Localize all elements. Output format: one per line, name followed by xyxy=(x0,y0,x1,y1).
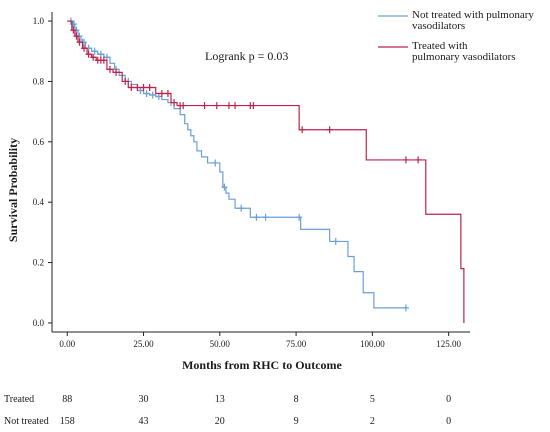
censor-mark xyxy=(250,102,257,110)
risk-count: 20 xyxy=(215,416,225,427)
censor-mark xyxy=(262,213,269,221)
censor-mark xyxy=(76,38,83,46)
censor-mark xyxy=(143,90,150,98)
censor-mark xyxy=(134,83,141,91)
risk-count: 43 xyxy=(139,416,149,427)
censor-mark xyxy=(73,32,80,40)
censor-mark xyxy=(103,53,110,61)
risk-count: 2 xyxy=(370,416,375,427)
censor-mark xyxy=(225,102,232,110)
x-tick-label: 25.00 xyxy=(133,339,154,349)
censor-mark xyxy=(149,91,156,99)
censor-mark xyxy=(171,99,178,107)
censor-mark xyxy=(212,159,219,167)
risk-row-label: Treated xyxy=(4,394,34,405)
censor-mark xyxy=(299,126,306,134)
risk-count: 9 xyxy=(294,416,299,427)
censor-mark xyxy=(221,183,228,191)
censor-mark xyxy=(70,26,77,34)
risk-count: 88 xyxy=(62,394,72,405)
censor-mark xyxy=(155,93,162,101)
legend-label: Treated with xyxy=(412,40,468,52)
censor-mark xyxy=(180,102,187,110)
y-tick-label: 0.4 xyxy=(33,197,45,207)
censor-mark xyxy=(253,213,260,221)
censor-mark xyxy=(415,156,422,164)
censor-mark xyxy=(158,90,165,98)
logrank-annotation: Logrank p = 0.03 xyxy=(205,49,288,63)
censor-mark xyxy=(140,83,147,91)
series-treated xyxy=(67,20,465,323)
risk-row-label: Not treated xyxy=(4,416,49,427)
censor-mark xyxy=(106,65,113,73)
censor-mark xyxy=(91,47,98,55)
censor-mark xyxy=(113,68,120,76)
risk-count: 30 xyxy=(139,394,149,405)
series-not-treated xyxy=(67,17,409,312)
censor-mark xyxy=(326,126,333,134)
censor-mark xyxy=(146,83,153,91)
censor-mark xyxy=(100,56,107,64)
y-tick-label: 0.6 xyxy=(33,137,45,147)
x-tick-label: 100.00 xyxy=(360,339,385,349)
risk-count: 5 xyxy=(370,394,375,405)
legend-label: Not treated with pulmonary xyxy=(412,9,534,21)
y-tick-label: 1.0 xyxy=(33,16,45,26)
survival-curve xyxy=(67,20,465,323)
censor-mark xyxy=(201,102,208,110)
censor-mark xyxy=(128,83,135,91)
censor-mark xyxy=(81,44,88,52)
censor-mark xyxy=(97,50,104,58)
censor-mark xyxy=(213,102,220,110)
chart-axes: 0.0 0.2 0.4 0.6 0.8 1.0 0.00 25.00 50.00 75.00 100… xyxy=(33,12,470,349)
censor-mark xyxy=(402,156,409,164)
censor-mark xyxy=(122,77,129,85)
x-tick-label: 75.00 xyxy=(286,339,307,349)
x-tick-label: 0.00 xyxy=(59,339,75,349)
censor-mark xyxy=(164,90,171,98)
x-tick-label: 125.00 xyxy=(436,339,461,349)
x-axis-title: Months from RHC to Outcome xyxy=(182,358,342,372)
legend-label: vasodilators xyxy=(412,20,465,32)
risk-count: 8 xyxy=(294,394,299,405)
censor-mark xyxy=(238,204,245,212)
survival-curve xyxy=(67,20,406,309)
legend-label: pulmonary vasodilators xyxy=(412,51,516,63)
risk-count: 158 xyxy=(60,416,75,427)
y-tick-label: 0.2 xyxy=(33,258,44,268)
censor-mark xyxy=(296,213,303,221)
x-tick-label: 50.00 xyxy=(210,339,231,349)
risk-count: 0 xyxy=(446,416,451,427)
risk-count: 0 xyxy=(446,394,451,405)
censor-mark xyxy=(137,86,144,94)
censor-mark xyxy=(85,50,92,58)
risk-count: 13 xyxy=(215,394,225,405)
y-tick-label: 0.8 xyxy=(33,76,45,86)
censor-mark xyxy=(402,304,409,312)
censor-mark xyxy=(232,102,239,110)
series-layer xyxy=(67,17,465,323)
censor-mark xyxy=(90,53,97,61)
y-tick-label: 0.0 xyxy=(33,318,45,328)
y-axis-title: Survival Probability xyxy=(6,138,20,242)
censor-mark xyxy=(332,237,339,245)
